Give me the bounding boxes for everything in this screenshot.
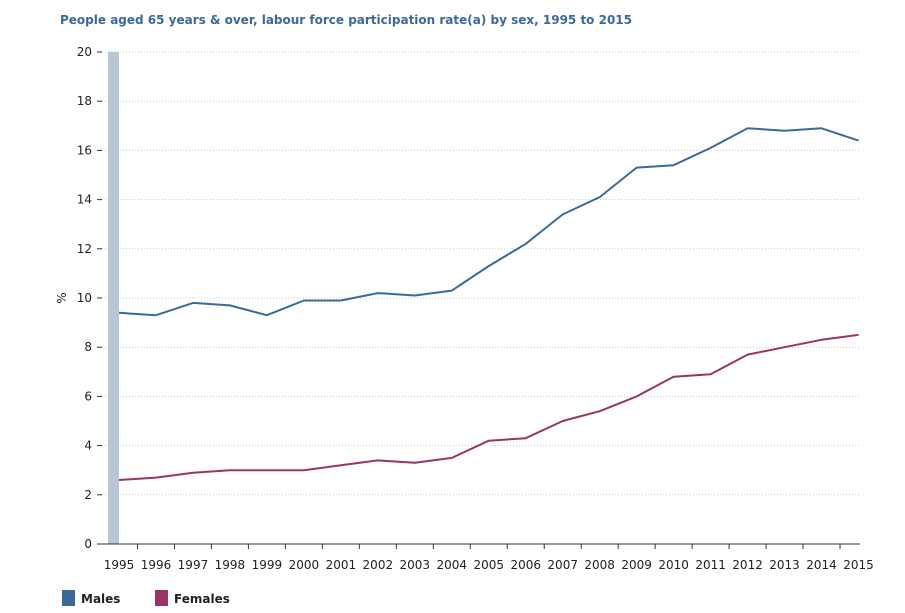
legend-swatch-males	[62, 590, 75, 606]
x-tick-label: 2014	[806, 558, 837, 572]
chart-title: People aged 65 years & over, labour forc…	[60, 13, 632, 27]
x-tick-label: 2009	[621, 558, 652, 572]
x-tick-label: 2002	[363, 558, 394, 572]
x-tick-label: 2008	[584, 558, 615, 572]
series-line-females	[118, 333, 859, 481]
x-tick-label: 2012	[732, 558, 763, 572]
x-tick-label: 1997	[178, 558, 209, 572]
x-tick-label: 1998	[215, 558, 246, 572]
gridlines	[102, 51, 860, 496]
x-tick-label: 2005	[473, 558, 504, 572]
series-lines	[118, 127, 859, 481]
y-tick-label: 20	[77, 45, 92, 59]
y-tick-label: 0	[84, 537, 92, 551]
y-tick-label: 14	[77, 193, 92, 207]
legend-swatch-females	[155, 590, 168, 606]
y-axis-label: %	[55, 292, 69, 303]
x-tick-label: 2003	[400, 558, 431, 572]
x-tick-label: 2000	[289, 558, 320, 572]
y-tick-label: 10	[77, 291, 92, 305]
y-tick-label: 16	[77, 143, 92, 157]
y-axis-ticks: 0 2 4 6 8 10 12 14 16 18 20	[77, 45, 102, 551]
x-tick-label: 2011	[695, 558, 726, 572]
y-axis-band	[108, 52, 119, 544]
x-tick-label: 2010	[658, 558, 689, 572]
x-tick-label: 2001	[326, 558, 357, 572]
legend-label-females: Females	[174, 592, 230, 606]
x-axis-ticks: 1995 1996 1997 1998 1999 2000 2001 2002 2003 2004…	[104, 544, 874, 572]
y-tick-label: 12	[77, 242, 92, 256]
y-tick-label: 18	[77, 94, 92, 108]
x-tick-label: 1996	[141, 558, 172, 572]
y-tick-label: 8	[84, 340, 92, 354]
series-line-males	[118, 127, 859, 317]
legend-label-males: Males	[81, 592, 120, 606]
x-tick-label: 1995	[104, 558, 135, 572]
x-tick-label: 2006	[510, 558, 541, 572]
y-tick-label: 6	[84, 389, 92, 403]
y-tick-label: 4	[84, 439, 92, 453]
x-tick-label: 2013	[769, 558, 800, 572]
x-tick-label: 1999	[252, 558, 283, 572]
x-tick-label: 2007	[547, 558, 578, 572]
x-tick-label: 2015	[843, 558, 874, 572]
y-tick-label: 2	[84, 488, 92, 502]
x-tick-label: 2004	[437, 558, 468, 572]
legend: Males Females	[62, 590, 230, 606]
